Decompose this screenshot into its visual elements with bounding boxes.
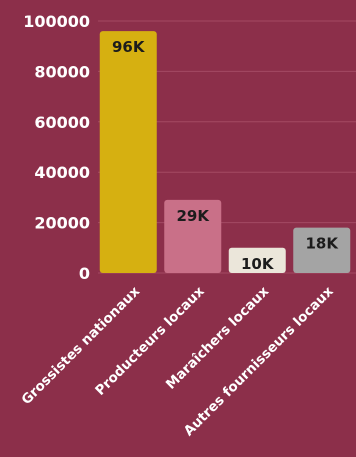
y-tick-label: 80000: [34, 62, 90, 81]
y-tick-label: 0: [79, 264, 90, 283]
y-axis-ticks: 0 20000 40000 60000 80000 100000: [23, 12, 90, 283]
data-label: 18K: [306, 235, 340, 253]
category-label: Producteurs locaux: [92, 283, 208, 399]
category-label: Grossistes nationaux: [18, 283, 143, 408]
y-tick-label: 60000: [34, 113, 90, 132]
data-label: 29K: [177, 207, 211, 225]
y-tick-label: 40000: [34, 163, 90, 182]
bar: [293, 227, 351, 273]
y-tick-label: 20000: [34, 214, 90, 233]
bar: [99, 31, 157, 273]
bar: [228, 247, 286, 273]
data-label: 96K: [112, 38, 146, 56]
bar: [164, 199, 222, 273]
value-labels: 96K 29K 10K 18K: [112, 38, 339, 273]
y-tick-label: 100000: [23, 12, 90, 31]
data-label: 10K: [241, 255, 275, 273]
bars: [99, 31, 351, 273]
